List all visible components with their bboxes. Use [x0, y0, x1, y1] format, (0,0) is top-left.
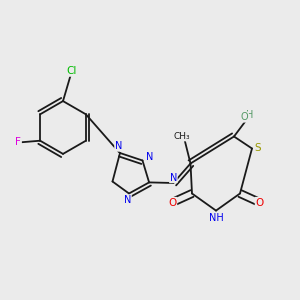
Text: H: H	[246, 110, 254, 120]
Text: O: O	[241, 112, 248, 122]
Text: N: N	[124, 195, 131, 205]
Text: N: N	[170, 172, 177, 183]
Text: CH₃: CH₃	[173, 132, 190, 141]
Text: S: S	[254, 143, 261, 153]
Text: O: O	[168, 197, 177, 208]
Text: N: N	[146, 152, 153, 163]
Text: F: F	[15, 137, 21, 147]
Text: NH: NH	[208, 213, 224, 223]
Text: Cl: Cl	[67, 66, 77, 76]
Text: O: O	[255, 197, 264, 208]
Text: N: N	[115, 141, 122, 151]
